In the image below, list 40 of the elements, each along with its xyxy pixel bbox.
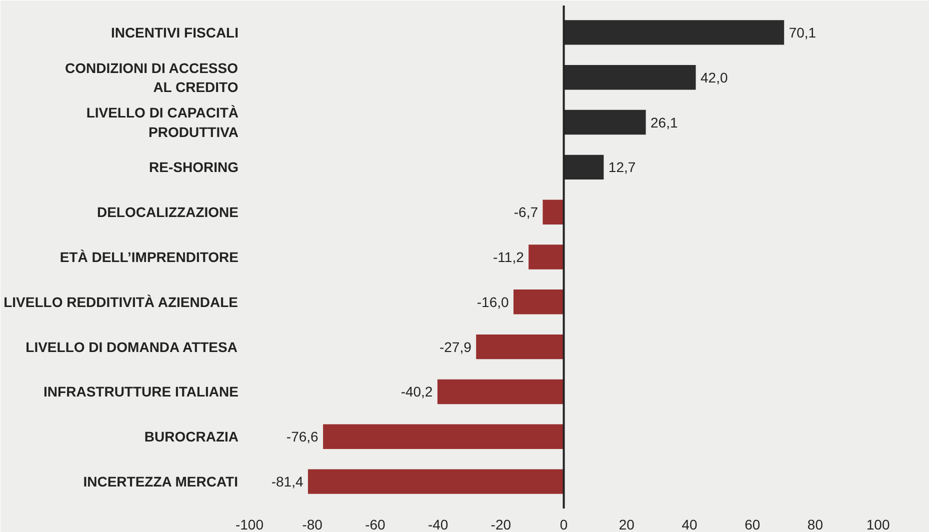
data-label: 70,1 (788, 24, 816, 40)
data-label: -6,7 (514, 204, 538, 220)
x-tick-label: -40 (428, 516, 448, 532)
y-tick-label: INCERTEZZA MERCATI (83, 474, 238, 490)
y-tick-label: LIVELLO DI DOMANDA ATTESA (26, 338, 238, 355)
x-tick-label: -20 (490, 516, 512, 532)
bar (542, 200, 564, 224)
bar (437, 379, 564, 404)
y-tick-label: BUROCRAZIA (144, 428, 239, 445)
x-tick-label: 40 (682, 516, 698, 532)
bar (476, 334, 564, 360)
y-tick-label: ETÀ DELL’IMPRENDITORE (60, 249, 239, 265)
y-tick-label: INFRASTRUTTURE ITALIANE (44, 384, 239, 400)
bar (308, 469, 564, 494)
bar (323, 424, 564, 449)
y-tick-label: LIVELLO REDDITIVITÀ AZIENDALE (4, 294, 238, 310)
data-label: -81,4 (271, 474, 304, 490)
data-label: -40,2 (400, 384, 433, 400)
data-label: -11,2 (493, 249, 524, 265)
x-tick-label: 20 (618, 516, 635, 532)
data-label: 26,1 (650, 114, 678, 130)
data-label: -76,6 (286, 428, 319, 445)
x-tick-label: 0 (560, 516, 568, 532)
y-tick-label: LIVELLO DI CAPACITÀ PRODUTTIVA (86, 104, 239, 140)
x-tick-label: 60 (744, 516, 760, 532)
x-tick-label: -100 (235, 516, 264, 532)
data-label: 12,7 (608, 159, 636, 176)
y-tick-label: CONDIZIONI DI ACCESSO AL CREDITO (65, 60, 238, 95)
x-tick-label: -60 (365, 516, 386, 532)
bar (514, 290, 564, 314)
data-label: -16,0 (476, 294, 509, 310)
bar (528, 244, 564, 270)
x-tick-label: 100 (866, 516, 890, 532)
y-tick-label: INCENTIVI FISCALI (110, 24, 239, 40)
y-tick-label: DELOCALIZZAZIONE (96, 204, 238, 220)
data-label: -27,9 (439, 338, 472, 355)
y-tick-label: RE-SHORING (149, 159, 239, 176)
data-label: 42,0 (700, 69, 728, 86)
x-tick-label: -80 (302, 516, 323, 532)
x-tick-label: 80 (807, 516, 824, 532)
